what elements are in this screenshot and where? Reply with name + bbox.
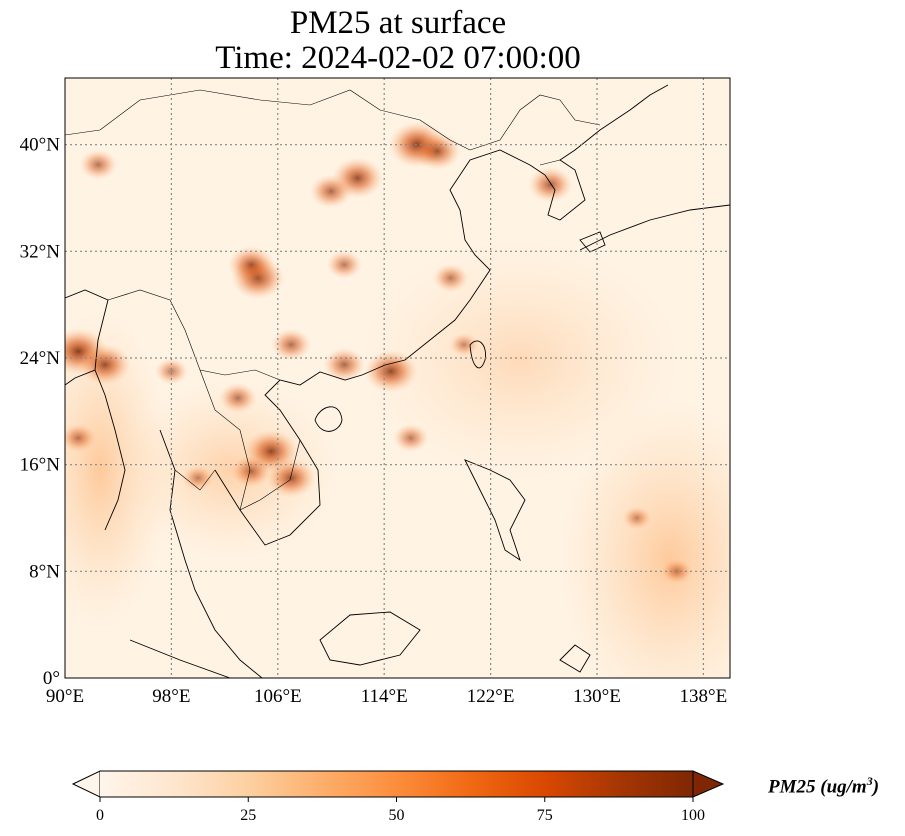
border-northeast [469, 94, 601, 151]
y-tick-label: 0° [43, 668, 60, 689]
pm25-hotspot [65, 423, 97, 453]
border-china-south [107, 289, 281, 381]
china-coast [214, 149, 546, 546]
malay-peninsula [159, 429, 263, 678]
bay-of-bengal-haze [65, 310, 170, 630]
philippines-islands [464, 459, 526, 562]
y-tick-label: 40°N [20, 135, 61, 156]
bangladesh-coast [65, 289, 109, 386]
colorbar-ticks: 0 25 50 75 100 [96, 797, 705, 824]
x-tick-label: 138°E [680, 686, 728, 707]
border-thailand [174, 469, 216, 491]
y-tick-label: 8°N [29, 561, 60, 582]
korea-coast [544, 84, 669, 221]
pm25-hotspot [432, 263, 469, 293]
x-tick-labels: 90°E 98°E 106°E 114°E 122°E 130°E 138°E [46, 686, 727, 707]
pm25-hotspot [154, 357, 189, 385]
kyushu-island [579, 231, 606, 253]
pm25-hotspot [182, 465, 214, 491]
coastlines [65, 84, 730, 678]
borneo-island [319, 611, 421, 666]
pm25-hotspot [528, 166, 573, 203]
colorbar-extend-min [71, 770, 101, 798]
pm25-hotspot [271, 328, 312, 361]
x-tick-label: 98°E [152, 686, 190, 707]
colorbar-tick-label: 100 [681, 807, 705, 824]
east-china-sea-haze [360, 240, 680, 480]
sulawesi-island [559, 644, 591, 673]
colorbar-label: PM25 (ug/m3) [768, 774, 880, 798]
graticule [65, 78, 730, 678]
hainan-island [314, 406, 343, 432]
sumatra-coast [129, 639, 231, 678]
pm25-hotspot [392, 423, 429, 453]
pm25-hotspot-layer [65, 121, 693, 584]
colorbar-extend-max [692, 770, 725, 798]
pm25-hotspot [79, 344, 131, 386]
border-laos [199, 369, 251, 511]
pm25-hotspot [218, 382, 257, 414]
y-tick-label: 24°N [20, 348, 61, 369]
x-tick-label: 106°E [254, 686, 302, 707]
y-tick-label: 32°N [20, 241, 61, 262]
colorbar-gradient [100, 771, 693, 797]
border-mongolia [65, 89, 471, 151]
x-tick-label: 114°E [361, 686, 408, 707]
pm25-hotspot [266, 458, 316, 498]
colorbar-tick-label: 25 [240, 807, 256, 824]
y-tick-label: 16°N [20, 455, 61, 476]
pm25-hotspot [309, 174, 353, 209]
map-title-line2: Time: 2024-02-02 07:00:00 [215, 40, 581, 76]
border-cambodia [239, 439, 301, 511]
x-tick-label: 122°E [467, 686, 515, 707]
pm25-hotspot [449, 332, 479, 357]
y-tick-labels: 0° 8°N 16°N 24°N 32°N 40°N [20, 135, 61, 689]
x-tick-label: 90°E [46, 686, 84, 707]
colorbar-tick-label: 50 [389, 807, 405, 824]
colorbar-tick-label: 75 [537, 807, 553, 824]
pm25-hotspot [227, 245, 275, 284]
map-frame [64, 77, 731, 679]
country-borders [65, 89, 601, 511]
border-korea [539, 159, 561, 166]
pm25-hotspot [622, 506, 652, 530]
indochina-haze [120, 380, 340, 560]
taiwan-island [469, 340, 486, 369]
pm25-hotspot [414, 132, 461, 171]
map-title-line1: PM25 at surface [289, 5, 507, 41]
myanmar-coast [94, 369, 126, 531]
map-panel [65, 78, 730, 678]
colorbar-tick-label: 0 [96, 807, 104, 824]
pm25-hotspot [323, 347, 366, 382]
pacific-haze [560, 400, 730, 678]
colorbar: 0 25 50 75 100 [71, 770, 725, 824]
pm25-hotspot [326, 250, 363, 279]
pm25-hotspot [79, 149, 118, 180]
x-tick-label: 130°E [573, 686, 621, 707]
pm25-hotspot [231, 455, 272, 488]
